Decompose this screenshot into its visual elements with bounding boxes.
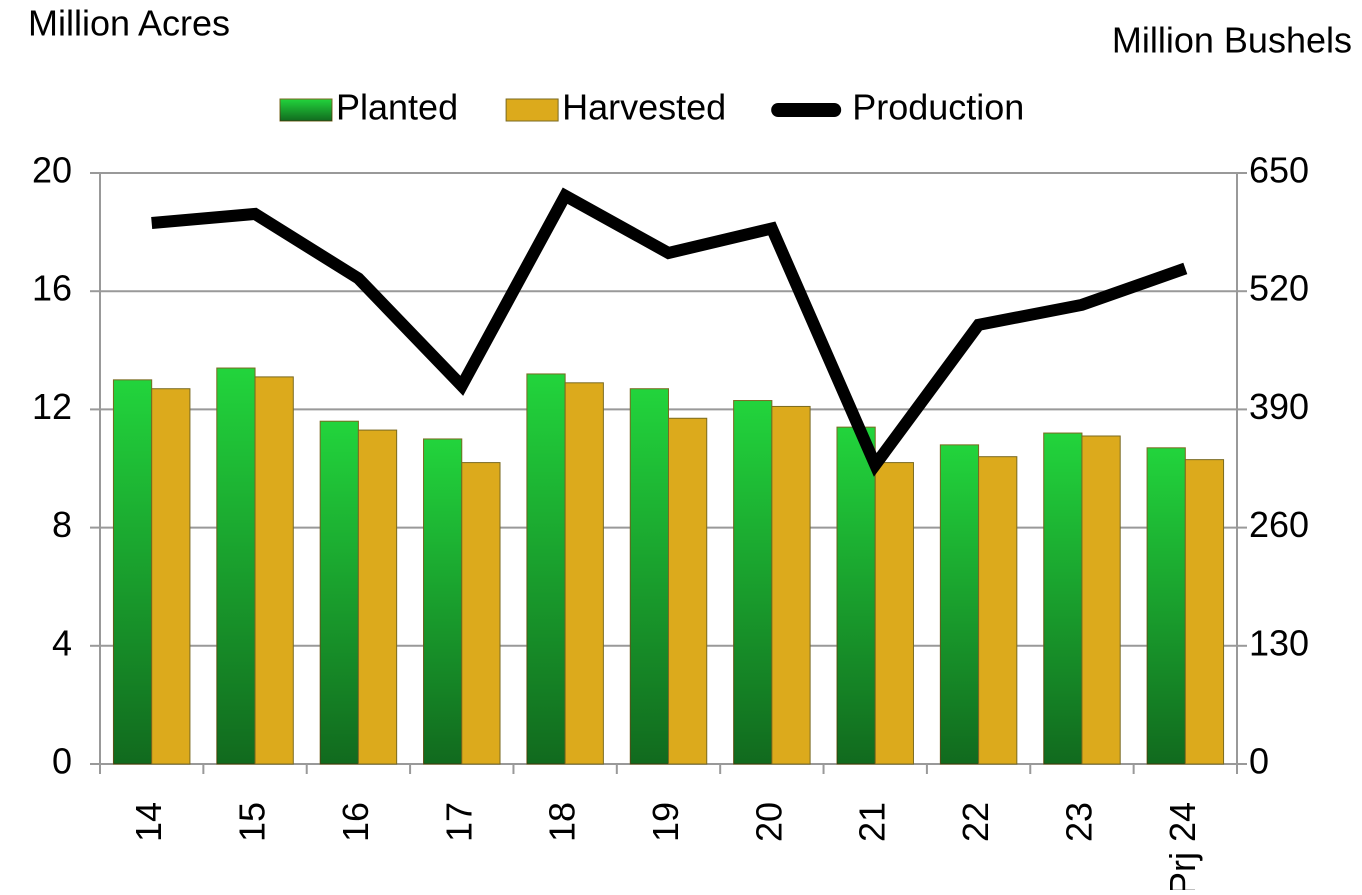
bar xyxy=(771,405,811,765)
y-tick-label: 8 xyxy=(52,504,72,545)
bar xyxy=(978,456,1018,765)
legend-label: Production xyxy=(852,87,1024,128)
y-tick-label: 20 xyxy=(32,150,72,191)
bar-shade xyxy=(113,379,152,764)
legend-swatch xyxy=(505,98,559,122)
bar-shade xyxy=(320,421,359,764)
line xyxy=(151,187,1188,477)
bar xyxy=(564,382,604,765)
y-tick-label: 12 xyxy=(32,386,72,427)
bar xyxy=(1184,459,1225,765)
bar-shade xyxy=(216,368,256,764)
y2-tick-label: 260 xyxy=(1249,504,1309,545)
y2-tick-label: 0 xyxy=(1249,741,1269,782)
bar xyxy=(461,462,501,765)
x-tick-label: 23 xyxy=(1058,802,1099,842)
x-tick-label: 18 xyxy=(542,802,583,842)
x-tick-label: 22 xyxy=(955,802,996,842)
x-tick-label: 16 xyxy=(335,802,376,842)
x-tick-label: Prj 24 xyxy=(1162,802,1203,890)
bar-shade xyxy=(940,444,979,764)
y2-tick-label: 650 xyxy=(1249,150,1309,191)
bar xyxy=(357,429,398,765)
bar xyxy=(254,376,294,765)
bar xyxy=(874,462,914,765)
bar xyxy=(668,417,708,765)
bar-shade xyxy=(1147,447,1186,764)
y-axis-label: Million Acres xyxy=(28,3,230,44)
bar-shade xyxy=(630,388,669,764)
x-tick-label: 15 xyxy=(232,802,273,842)
x-tick-label: 17 xyxy=(438,802,479,842)
x-tick-label: 14 xyxy=(128,802,169,842)
y2-tick-label: 520 xyxy=(1249,268,1309,309)
y2-tick-label: 390 xyxy=(1249,386,1309,427)
y-tick-label: 0 xyxy=(52,741,72,782)
y2-axis-label: Million Bushels xyxy=(1112,20,1352,61)
bar-shade xyxy=(733,400,772,764)
legend-label: Harvested xyxy=(562,87,726,128)
bar-shade xyxy=(423,438,462,764)
y2-tick-label: 130 xyxy=(1249,622,1309,663)
bar-shade xyxy=(526,373,566,764)
y-tick-label: 4 xyxy=(52,622,72,663)
x-tick-label: 19 xyxy=(645,802,686,842)
legend-label: Planted xyxy=(336,87,458,128)
legend-swatch-shade xyxy=(280,99,332,121)
bar xyxy=(1081,435,1121,765)
bar-shade xyxy=(836,427,876,764)
x-tick-label: 20 xyxy=(748,802,789,842)
y-tick-label: 16 xyxy=(32,268,72,309)
x-tick-label: 21 xyxy=(852,802,893,842)
bar xyxy=(151,388,191,765)
bar-shade xyxy=(1043,433,1082,764)
